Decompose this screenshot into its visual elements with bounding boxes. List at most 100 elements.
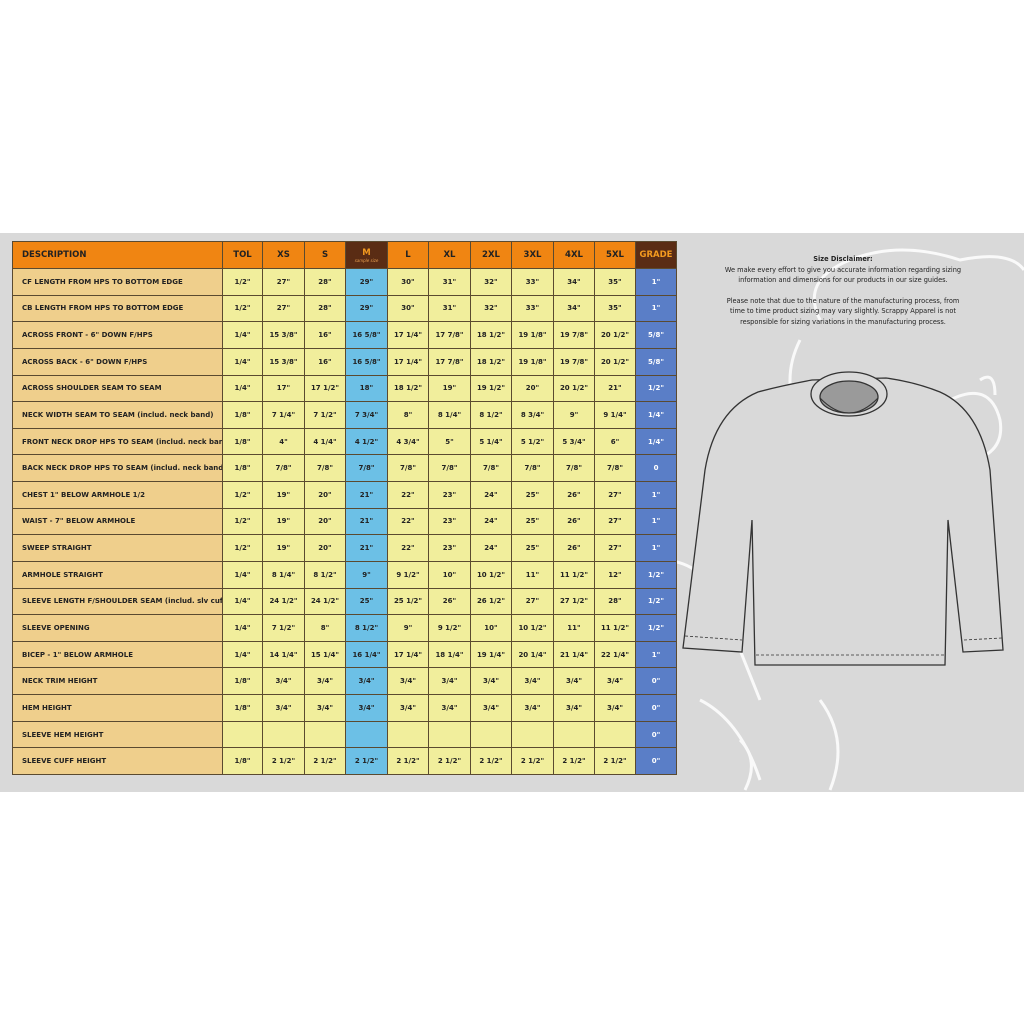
table-cell: 16 5/8" bbox=[345, 321, 388, 349]
table-cell: 31" bbox=[428, 294, 471, 323]
table-cell: 2 1/2" bbox=[387, 747, 429, 775]
table-cell: 20" bbox=[511, 374, 554, 403]
table-cell: 35" bbox=[594, 294, 636, 323]
table-cell: 27 1/2" bbox=[553, 587, 595, 616]
table-cell: 10" bbox=[428, 560, 471, 589]
table-cell: 8 1/2" bbox=[470, 401, 512, 429]
row-label: ACROSS SHOULDER SEAM TO SEAM bbox=[12, 374, 223, 403]
table-cell: 18 1/2" bbox=[387, 374, 429, 403]
table-cell: 8" bbox=[387, 401, 429, 429]
table-cell: 3/4" bbox=[345, 694, 388, 722]
row-label: WAIST - 7" BELOW ARMHOLE bbox=[12, 507, 223, 536]
row-label: SLEEVE CUFF HEIGHT bbox=[12, 747, 223, 775]
table-cell bbox=[304, 720, 346, 749]
table-cell: 0" bbox=[635, 694, 677, 722]
table-cell: 9 1/2" bbox=[428, 614, 471, 642]
table-cell: 23" bbox=[428, 481, 471, 509]
disclaimer-line: time to time product sizing may vary sli… bbox=[730, 307, 956, 315]
table-cell: 27" bbox=[511, 587, 554, 616]
table-cell: 8 1/2" bbox=[304, 560, 346, 589]
table-cell: 17 1/4" bbox=[387, 321, 429, 349]
header-cell: 2XL bbox=[470, 241, 512, 269]
table-cell: 29" bbox=[345, 268, 388, 296]
table-cell: 17 1/4" bbox=[387, 640, 429, 669]
table-cell: 1/2" bbox=[222, 481, 263, 509]
table-cell: 3/4" bbox=[594, 667, 636, 696]
table-cell: 18" bbox=[345, 374, 388, 403]
table-cell: 3/4" bbox=[304, 694, 346, 722]
table-cell: 32" bbox=[470, 268, 512, 296]
table-cell bbox=[553, 720, 595, 749]
table-cell bbox=[345, 720, 388, 749]
table-cell: 2 1/2" bbox=[553, 747, 595, 775]
table-cell: 9" bbox=[553, 401, 595, 429]
table-cell: 35" bbox=[594, 268, 636, 296]
table-cell: 1/8" bbox=[222, 694, 263, 722]
table-cell: 2 1/2" bbox=[511, 747, 554, 775]
table-cell: 18 1/4" bbox=[428, 640, 471, 669]
table-cell: 7/8" bbox=[262, 454, 305, 483]
table-cell: 1/8" bbox=[222, 747, 263, 775]
table-cell: 1/2" bbox=[635, 587, 677, 616]
table-cell: 10 1/2" bbox=[470, 560, 512, 589]
table-cell: 5/8" bbox=[635, 347, 677, 376]
table-cell: 16" bbox=[304, 347, 346, 376]
table-cell: 1/8" bbox=[222, 667, 263, 696]
table-cell: 8 1/4" bbox=[428, 401, 471, 429]
disclaimer-paragraph: We make every effort to give you accurat… bbox=[712, 265, 974, 286]
table-cell: 34" bbox=[553, 268, 595, 296]
table-cell bbox=[222, 720, 263, 749]
table-cell: 4 1/2" bbox=[345, 427, 388, 456]
table-cell: 24" bbox=[470, 534, 512, 562]
row-label: CB LENGTH FROM HPS TO BOTTOM EDGE bbox=[12, 294, 223, 323]
table-cell: 24 1/2" bbox=[304, 587, 346, 616]
row-label: NECK WIDTH SEAM TO SEAM (includ. neck ba… bbox=[12, 401, 223, 429]
table-cell: 26" bbox=[553, 481, 595, 509]
table-cell: 9 1/2" bbox=[387, 560, 429, 589]
table-cell: 7 1/2" bbox=[262, 614, 305, 642]
table-cell: 3/4" bbox=[304, 667, 346, 696]
table-cell: 30" bbox=[387, 294, 429, 323]
table-cell: 19 7/8" bbox=[553, 321, 595, 349]
table-cell: 24 1/2" bbox=[262, 587, 305, 616]
table-cell: 1/4" bbox=[222, 347, 263, 376]
table-cell: 34" bbox=[553, 294, 595, 323]
table-cell: 8" bbox=[304, 614, 346, 642]
table-cell: 0" bbox=[635, 667, 677, 696]
table-cell: 22" bbox=[387, 534, 429, 562]
table-cell: 20 1/2" bbox=[594, 347, 636, 376]
table-cell: 19" bbox=[262, 507, 305, 536]
row-label: ACROSS BACK - 6" DOWN F/HPS bbox=[12, 347, 223, 376]
table-cell: 3/4" bbox=[387, 694, 429, 722]
table-cell: 12" bbox=[594, 560, 636, 589]
table-cell: 25" bbox=[345, 587, 388, 616]
table-cell: 2 1/2" bbox=[428, 747, 471, 775]
table-cell bbox=[262, 720, 305, 749]
table-cell: 23" bbox=[428, 534, 471, 562]
table-cell: 7 1/2" bbox=[304, 401, 346, 429]
table-cell: 11 1/2" bbox=[594, 614, 636, 642]
table-cell: 6" bbox=[594, 427, 636, 456]
table-cell: 8 1/4" bbox=[262, 560, 305, 589]
table-cell: 30" bbox=[387, 268, 429, 296]
row-label: ARMHOLE STRAIGHT bbox=[12, 560, 223, 589]
table-cell: 3/4" bbox=[553, 694, 595, 722]
table-cell: 3/4" bbox=[262, 667, 305, 696]
row-label: ACROSS FRONT - 6" DOWN F/HPS bbox=[12, 321, 223, 349]
disclaimer-line: information and dimensions for our produ… bbox=[738, 276, 948, 284]
disclaimer-paragraph: Please note that due to the nature of th… bbox=[712, 296, 974, 328]
table-cell: 1" bbox=[635, 481, 677, 509]
table-cell: 0 bbox=[635, 454, 677, 483]
table-cell: 17 7/8" bbox=[428, 347, 471, 376]
table-cell: 1/2" bbox=[635, 560, 677, 589]
table-cell: 3/4" bbox=[553, 667, 595, 696]
table-cell: 15 1/4" bbox=[304, 640, 346, 669]
table-cell: 27" bbox=[594, 507, 636, 536]
row-label: HEM HEIGHT bbox=[12, 694, 223, 722]
table-cell: 21" bbox=[594, 374, 636, 403]
table-cell: 1/8" bbox=[222, 427, 263, 456]
table-cell: 10" bbox=[470, 614, 512, 642]
header-cell: XL bbox=[428, 241, 471, 269]
row-label: NECK TRIM HEIGHT bbox=[12, 667, 223, 696]
disclaimer-title: Size Disclaimer: bbox=[813, 255, 873, 263]
